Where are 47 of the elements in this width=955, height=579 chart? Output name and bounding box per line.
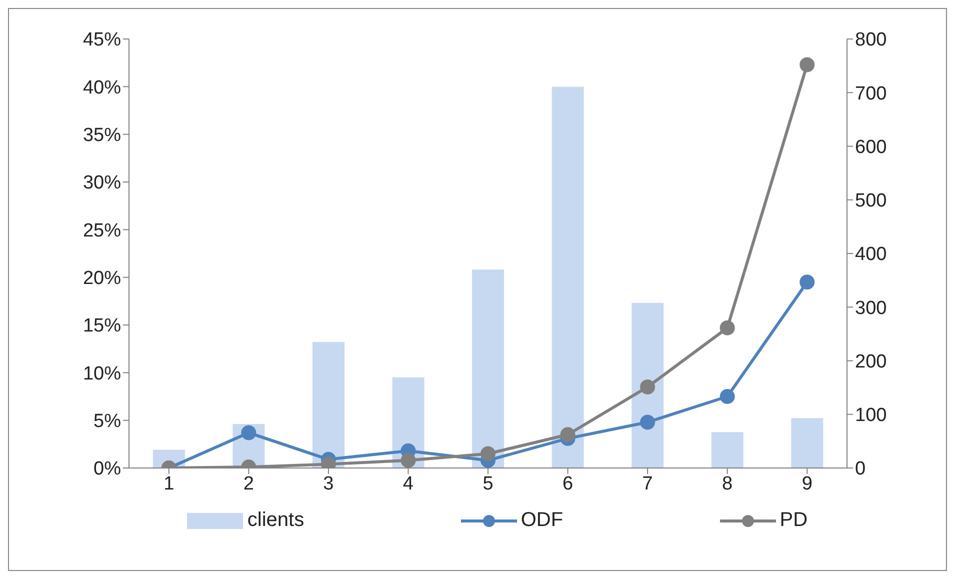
bar (632, 302, 664, 468)
y-tick-label: 15% (82, 316, 122, 337)
y-tick-label: 25% (82, 220, 122, 242)
y2-tick-label: 500 (855, 190, 887, 212)
point (640, 379, 656, 394)
y2-tick-label: 700 (855, 83, 887, 104)
legend-label: ODF (520, 509, 564, 532)
y2-tick-label: 800 (855, 30, 887, 51)
point (400, 452, 416, 468)
y2-tick-label: 300 (855, 298, 887, 319)
y-tick-label: 10% (82, 363, 122, 384)
point (720, 389, 735, 404)
y2-tick-label: 200 (855, 351, 887, 372)
x-tick-label: 7 (642, 473, 653, 494)
point (560, 427, 576, 442)
bar (711, 432, 744, 468)
x-tick-label: 6 (562, 473, 574, 494)
bar (472, 270, 504, 468)
legend-label: clients (247, 509, 304, 532)
x-tick-label: 1 (164, 473, 174, 494)
y-tick-label: 40% (82, 77, 122, 98)
x-tick-label: 9 (802, 473, 812, 494)
y-tick-label: 30% (82, 172, 122, 194)
point (800, 274, 815, 290)
x-tick-label: 2 (243, 473, 254, 494)
y-tick-label: 0% (94, 458, 122, 480)
y-tick-label: 5% (94, 411, 122, 432)
y-tick-label: 20% (82, 268, 122, 290)
bar (552, 86, 584, 468)
y-tick-label: 45% (82, 30, 122, 51)
legend-label: PD (780, 509, 808, 532)
bar (312, 342, 344, 468)
point (800, 57, 815, 72)
x-tick-label: 5 (482, 473, 494, 494)
x-tick-label: 4 (402, 473, 414, 494)
y2-tick-label: 400 (855, 244, 887, 266)
point (640, 414, 656, 430)
y-tick-label: 35% (82, 125, 122, 146)
point (480, 446, 496, 462)
point (720, 320, 735, 336)
x-tick-label: 8 (722, 473, 733, 494)
y2-tick-label: 100 (855, 405, 887, 426)
bar (791, 418, 824, 468)
y2-tick-label: 600 (855, 136, 887, 158)
point (241, 425, 256, 440)
x-tick-label: 3 (323, 473, 334, 494)
y2-tick-label: 0 (855, 458, 866, 480)
